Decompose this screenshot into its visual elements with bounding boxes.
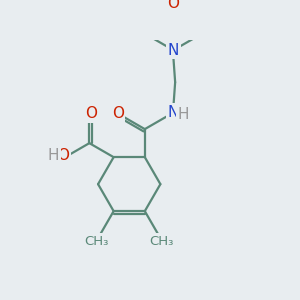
Text: H: H xyxy=(48,148,59,163)
Text: O: O xyxy=(167,0,179,11)
Text: O: O xyxy=(112,106,124,122)
Text: N: N xyxy=(168,105,179,120)
Text: N: N xyxy=(168,43,179,58)
Text: CH₃: CH₃ xyxy=(149,235,174,248)
Text: N: N xyxy=(168,41,179,56)
Text: H: H xyxy=(177,107,189,122)
Text: O: O xyxy=(85,106,97,121)
Text: O: O xyxy=(57,148,69,163)
Text: CH₃: CH₃ xyxy=(85,235,109,248)
